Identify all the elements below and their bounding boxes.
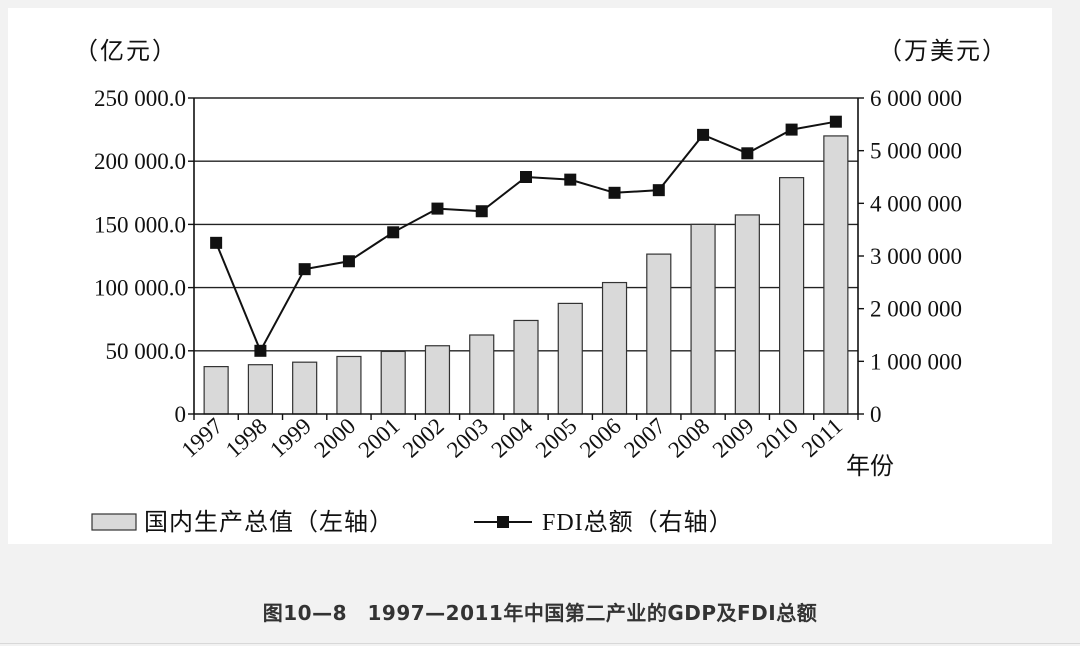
x-tick-label: 2003 [442,413,493,462]
left-tick-label: 0 [175,402,187,427]
fdi-marker [829,115,842,128]
x-tick-label: 2008 [663,413,714,462]
legend-fdi-marker [497,516,509,528]
fdi-marker [652,184,665,197]
left-tick-label: 50 000.0 [106,339,187,364]
gdp-bar [247,364,273,415]
left-tick-label: 150 000.0 [94,212,186,237]
right-axis-unit: （万美元） [878,38,1008,65]
fdi-marker [298,263,311,276]
fdi-marker [697,128,710,141]
gdp-bar [469,334,495,415]
x-tick-label: 1998 [221,413,272,462]
left-tick-label: 100 000.0 [94,276,186,301]
fdi-marker [564,173,577,186]
divider [0,643,1080,644]
right-tick-label: 1 000 000 [870,349,962,374]
gdp-bar [336,355,362,415]
legend-gdp-label: 国内生产总值（左轴） [144,509,394,536]
legend-fdi-label: FDI总额（右轴） [542,509,734,536]
gdp-bar [601,281,628,415]
right-tick-label: 3 000 000 [870,244,962,269]
x-axis-label: 年份 [846,453,894,480]
x-tick-label: 2007 [619,413,670,462]
right-tick-label: 6 000 000 [870,86,962,111]
fdi-marker [520,171,532,183]
fdi-marker [608,186,621,199]
gdp-bar [513,319,539,415]
fdi-marker [387,226,400,239]
x-tick-label: 1999 [265,413,316,462]
gdp-bar [823,135,849,415]
x-tick-label: 2001 [354,413,405,462]
left-tick-label: 250 000.0 [94,86,186,111]
gdp-bar [380,350,406,415]
legend-gdp-swatch [91,513,137,531]
gdp-bar [292,361,318,415]
fdi-marker [785,123,798,136]
chart-figure: 0 50 000.0 100 000.0 150 000.0 200 000.0 250 … [8,8,1052,544]
gdp-bar [734,214,760,415]
right-tick-label: 5 000 000 [870,139,962,164]
gdp-bar [778,177,805,415]
gdp-bar [424,345,451,415]
x-tick-label: 2004 [486,413,537,463]
gdp-bar [646,253,672,415]
gdp-bar [690,223,716,415]
x-tick-label: 2009 [708,413,759,462]
fdi-marker [475,205,488,218]
figure-caption: 图10—8 1997—2011年中国第二产业的GDP及FDI总额 [262,601,818,625]
gdp-bar [557,302,583,415]
right-tick-label: 4 000 000 [870,191,962,216]
x-tick-label: 2002 [398,413,449,462]
left-tick-label: 200 000.0 [94,149,186,174]
right-tick-label: 0 [870,402,882,427]
x-tick-label: 2010 [752,413,803,462]
x-tick-label: 2000 [309,413,360,462]
right-tick-label: 2 000 000 [870,297,962,322]
fdi-marker [254,344,267,357]
chart-svg: 0 50 000.0 100 000.0 150 000.0 200 000.0 250 … [74,38,1008,536]
left-axis-unit: （亿元） [74,38,178,65]
fdi-marker [431,202,444,215]
fdi-marker [741,147,754,160]
x-tick-label: 2006 [575,413,626,462]
fdi-marker [342,255,355,268]
gdp-bar [203,366,229,415]
fdi-marker [210,236,223,249]
x-tick-label: 2005 [531,413,582,462]
x-tick-label: 2011 [797,413,847,462]
